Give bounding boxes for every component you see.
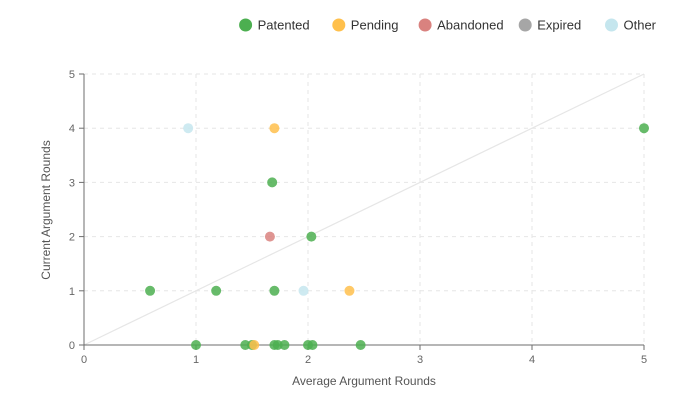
x-tick-label: 2	[305, 354, 311, 366]
legend-item-other: Other	[605, 18, 657, 33]
axes-layer: 0 1 2 3 4 5 0 1 2 3 4 5	[69, 69, 647, 366]
data-point-patented	[279, 340, 290, 350]
data-point-patented	[639, 123, 649, 134]
y-tick-label: 1	[69, 286, 75, 298]
data-point-patented	[269, 285, 280, 296]
legend-label: Other	[624, 18, 657, 33]
x-axis-label: Average Argument Rounds	[292, 374, 436, 388]
data-point-pending	[249, 340, 260, 350]
points-layer	[145, 123, 649, 350]
legend-label: Abandoned	[437, 18, 504, 33]
x-tick-label: 1	[193, 354, 199, 366]
grid-layer	[84, 73, 645, 345]
x-tick-label: 3	[417, 354, 423, 366]
data-point-pending	[344, 285, 355, 296]
x-tick-label: 5	[641, 354, 647, 366]
data-point-pending	[269, 123, 280, 134]
reference-line-layer	[83, 73, 645, 346]
y-tick-label: 2	[69, 232, 75, 244]
y-axis-label: Current Argument Rounds	[39, 140, 53, 279]
x-tick-label: 0	[81, 354, 87, 366]
data-point-abandoned	[264, 231, 275, 242]
legend-item-abandoned: Abandoned	[418, 18, 504, 33]
legend-marker	[518, 18, 532, 32]
legend-item-expired: Expired	[518, 18, 581, 33]
data-point-other	[183, 123, 194, 134]
legend: Patented Pending Abandoned Expired Other	[239, 18, 657, 33]
legend-label: Pending	[351, 18, 399, 33]
data-point-patented	[191, 340, 201, 350]
legend-label: Expired	[537, 18, 581, 33]
y-tick-label: 3	[69, 177, 75, 189]
legend-marker	[239, 18, 253, 32]
data-point-patented	[267, 177, 278, 188]
data-point-patented	[145, 285, 156, 296]
y-tick-label: 5	[69, 69, 75, 81]
data-point-patented	[211, 285, 222, 296]
legend-item-patented: Patented	[239, 18, 310, 33]
legend-item-pending: Pending	[332, 18, 399, 33]
reference-line	[83, 73, 645, 346]
data-point-patented	[306, 231, 317, 242]
legend-marker	[605, 18, 618, 32]
y-tick-label: 0	[69, 340, 75, 352]
data-point-other	[298, 285, 309, 296]
legend-label: Patented	[258, 18, 310, 33]
x-tick-label: 4	[529, 354, 535, 366]
legend-marker	[332, 18, 346, 32]
data-point-patented	[307, 340, 318, 350]
legend-marker	[418, 18, 432, 32]
y-tick-label: 4	[69, 123, 75, 135]
data-point-patented	[355, 340, 366, 350]
